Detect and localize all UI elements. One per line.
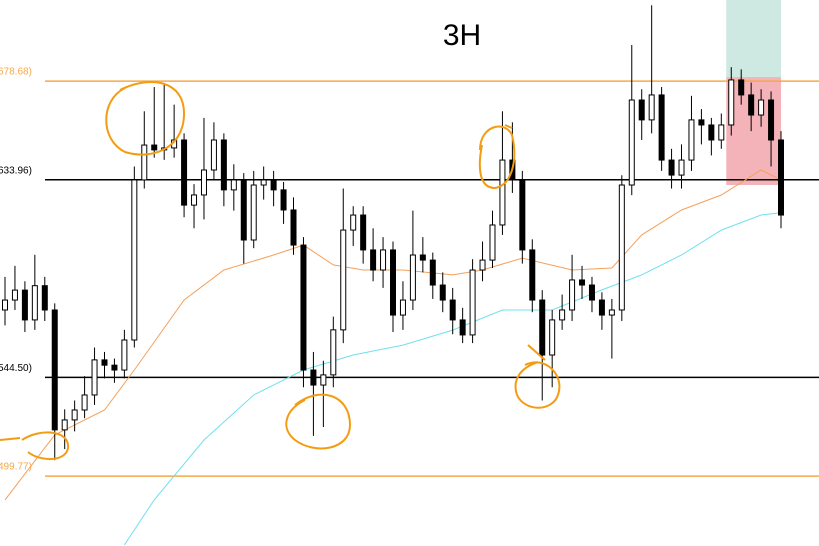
moving-averages <box>4 169 782 546</box>
candle-body <box>459 319 466 336</box>
candle-body <box>638 99 645 121</box>
position-box <box>726 0 781 186</box>
candle-body <box>559 309 566 321</box>
candle-body <box>210 139 217 171</box>
candle-body <box>678 159 685 176</box>
candle-body <box>439 284 446 301</box>
candle-body <box>260 179 267 186</box>
candle-body <box>270 179 277 191</box>
candle-body <box>628 99 635 186</box>
candle-body <box>220 139 227 191</box>
candle-body <box>230 179 237 191</box>
candle-body <box>549 319 556 356</box>
level-label: 678.68) <box>0 67 32 78</box>
candle-body <box>688 119 695 161</box>
candle-body <box>409 254 416 301</box>
candle-body <box>708 124 715 141</box>
candle-body <box>101 359 108 366</box>
level-label: 633.96) <box>0 165 32 176</box>
candle-body <box>588 284 595 301</box>
circle <box>285 393 352 450</box>
candle-body <box>429 259 436 286</box>
candle-body <box>698 119 705 126</box>
candle-body <box>111 364 118 371</box>
candle-body <box>618 184 625 311</box>
candle-body <box>11 289 18 301</box>
candle-body <box>469 269 476 336</box>
candle-body <box>181 139 188 206</box>
candle-body <box>380 249 387 271</box>
target-zone <box>726 0 781 78</box>
candle-body <box>778 139 784 216</box>
candle-body <box>41 285 48 311</box>
circle <box>514 344 561 409</box>
candle-body <box>290 209 297 246</box>
candles <box>2 5 784 461</box>
candle-body <box>350 214 357 231</box>
candle-body <box>151 144 158 151</box>
candle-body <box>569 279 576 311</box>
candle-body <box>191 194 198 206</box>
candle-body <box>51 309 58 431</box>
candle-body <box>499 159 506 226</box>
candle-body <box>718 124 725 141</box>
candle-body <box>539 299 546 356</box>
candle-body <box>658 94 665 161</box>
candle-body <box>300 244 307 371</box>
candle-body <box>449 299 456 321</box>
candle-body <box>340 229 347 331</box>
candle-body <box>519 179 526 251</box>
moving-average <box>4 169 782 501</box>
candle-body <box>748 94 755 116</box>
candle-body <box>598 299 605 316</box>
candle-body <box>121 339 128 371</box>
candle-body <box>71 409 78 421</box>
circle <box>478 124 516 190</box>
candle-body <box>738 79 745 96</box>
candle-body <box>728 79 735 126</box>
moving-average <box>123 212 782 546</box>
candle-body <box>529 249 536 301</box>
annotations <box>0 81 561 460</box>
candle-body <box>370 249 377 271</box>
candle-body <box>648 94 655 121</box>
level-label: 544.50) <box>0 363 32 374</box>
candle-body <box>608 309 615 316</box>
candle-body <box>81 394 88 411</box>
candle-body <box>141 144 148 181</box>
candle-body <box>131 179 138 341</box>
circle <box>0 431 70 460</box>
circle <box>105 81 186 156</box>
candle-body <box>250 184 257 241</box>
candle-body <box>479 259 486 271</box>
candle-body <box>21 289 28 321</box>
candle-body <box>91 359 98 396</box>
candle-body <box>330 329 337 376</box>
candle-body <box>2 299 8 311</box>
candle-body <box>280 189 287 211</box>
candle-body <box>579 279 586 286</box>
candle-body <box>310 369 317 386</box>
candle-body <box>360 214 367 251</box>
chart-title: 3H <box>443 19 481 52</box>
candle-body <box>399 299 406 316</box>
candle-body <box>320 374 327 386</box>
candle-body <box>200 169 207 196</box>
candle-body <box>419 254 426 261</box>
level-label: 499.77) <box>0 462 32 473</box>
candle-body <box>668 159 675 176</box>
candle-body <box>489 224 496 261</box>
candle-body <box>390 249 396 316</box>
levels: 678.68) 633.96) 544.50) 499.77) <box>0 67 819 477</box>
candle-body <box>758 99 765 116</box>
candle-body <box>240 179 247 241</box>
candle-body <box>61 419 68 431</box>
candle-body <box>768 99 775 141</box>
candle-body <box>31 285 38 321</box>
